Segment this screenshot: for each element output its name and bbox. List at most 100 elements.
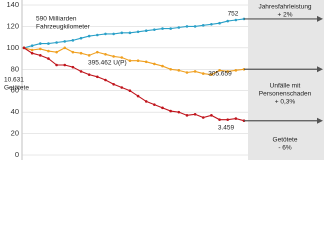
data-point bbox=[87, 54, 91, 57]
data-point bbox=[30, 44, 34, 48]
data-point bbox=[96, 33, 99, 37]
data-point bbox=[226, 118, 230, 121]
series-line bbox=[23, 47, 245, 76]
start-label: 10.631 bbox=[4, 77, 24, 84]
data-point bbox=[136, 59, 140, 63]
data-point bbox=[47, 49, 50, 53]
start-label: 395.462 U(P) bbox=[88, 60, 127, 67]
data-point bbox=[193, 112, 197, 116]
data-point bbox=[177, 69, 181, 72]
data-point bbox=[112, 82, 115, 86]
data-point bbox=[210, 73, 213, 76]
end-label: 752 bbox=[228, 11, 239, 18]
data-point bbox=[87, 34, 91, 38]
start-label: Getötete bbox=[4, 85, 29, 92]
data-point bbox=[234, 18, 238, 22]
data-point bbox=[226, 19, 230, 23]
data-point bbox=[104, 78, 107, 82]
data-point bbox=[193, 25, 197, 28]
data-point bbox=[71, 39, 75, 42]
series-change: + 0,3% bbox=[275, 99, 296, 106]
data-point bbox=[234, 117, 238, 120]
data-point bbox=[79, 70, 83, 73]
data-point bbox=[120, 56, 124, 59]
y-tick-label: 40 bbox=[11, 107, 19, 116]
data-point bbox=[210, 114, 213, 117]
series-label: Jahresfahrleistung bbox=[258, 4, 311, 11]
data-point bbox=[218, 69, 221, 72]
data-point bbox=[161, 64, 164, 68]
data-point bbox=[161, 27, 164, 30]
data-point bbox=[55, 41, 58, 44]
data-point bbox=[38, 42, 42, 45]
data-point bbox=[30, 51, 34, 55]
end-label: 3.459 bbox=[218, 125, 235, 132]
data-point bbox=[218, 118, 221, 121]
series-line bbox=[23, 47, 245, 122]
data-point bbox=[96, 50, 99, 54]
series-label: Personenschaden bbox=[259, 91, 312, 98]
data-point bbox=[210, 22, 213, 26]
data-point bbox=[63, 46, 67, 50]
data-point bbox=[128, 31, 132, 35]
y-tick-label: 80 bbox=[11, 64, 19, 73]
data-point bbox=[153, 103, 156, 106]
data-point bbox=[30, 48, 34, 52]
start-label: Fahrzeugkilometer bbox=[36, 24, 91, 31]
arrow-head bbox=[317, 66, 323, 73]
data-point bbox=[185, 71, 189, 74]
data-point bbox=[169, 27, 172, 30]
data-point bbox=[161, 106, 164, 110]
data-point bbox=[201, 72, 205, 75]
data-point bbox=[169, 67, 172, 71]
data-point bbox=[185, 114, 189, 117]
data-point bbox=[144, 29, 148, 33]
start-label: 590 Milliarden bbox=[36, 16, 77, 23]
side-panel bbox=[248, 0, 324, 160]
data-point bbox=[71, 50, 75, 54]
data-point bbox=[79, 36, 83, 40]
y-tick-label: 120 bbox=[6, 21, 19, 30]
data-point bbox=[22, 46, 26, 50]
data-point bbox=[128, 89, 132, 93]
y-tick-label: 140 bbox=[6, 0, 19, 9]
data-point bbox=[79, 51, 83, 55]
data-point bbox=[136, 30, 140, 34]
end-label: 305.659 bbox=[208, 71, 232, 78]
series-label: Unfälle mit bbox=[270, 83, 301, 90]
data-point bbox=[153, 62, 156, 66]
data-point bbox=[169, 109, 172, 113]
data-point bbox=[63, 63, 67, 67]
data-point bbox=[201, 116, 205, 119]
data-point bbox=[185, 25, 189, 28]
data-point bbox=[55, 50, 58, 54]
data-point bbox=[96, 75, 99, 79]
data-point bbox=[38, 47, 42, 51]
data-point bbox=[218, 21, 221, 25]
data-point bbox=[47, 42, 50, 45]
y-tick-label: 60 bbox=[11, 86, 19, 95]
data-point bbox=[120, 31, 124, 35]
data-point bbox=[128, 59, 132, 63]
data-point bbox=[112, 55, 115, 58]
series-change: - 6% bbox=[278, 145, 292, 152]
arrow-head bbox=[317, 15, 323, 22]
data-point bbox=[47, 57, 50, 60]
series-line bbox=[23, 18, 245, 49]
data-point bbox=[177, 26, 181, 29]
data-point bbox=[63, 40, 67, 43]
series-label: Getötete bbox=[273, 137, 298, 144]
data-point bbox=[226, 70, 230, 73]
data-point bbox=[144, 100, 148, 103]
chart: 0 20 40 60 80 100 120 140 590 MilliardenFahrzeug… bbox=[4, 0, 324, 160]
data-point bbox=[234, 69, 238, 72]
data-point bbox=[153, 28, 156, 31]
data-point bbox=[201, 24, 205, 27]
data-point bbox=[55, 63, 58, 67]
series-change: + 2% bbox=[278, 12, 293, 19]
data-point bbox=[112, 32, 115, 36]
y-tick-label: 20 bbox=[11, 129, 19, 138]
data-point bbox=[177, 110, 181, 114]
data-point bbox=[71, 65, 75, 69]
data-point bbox=[38, 54, 42, 57]
